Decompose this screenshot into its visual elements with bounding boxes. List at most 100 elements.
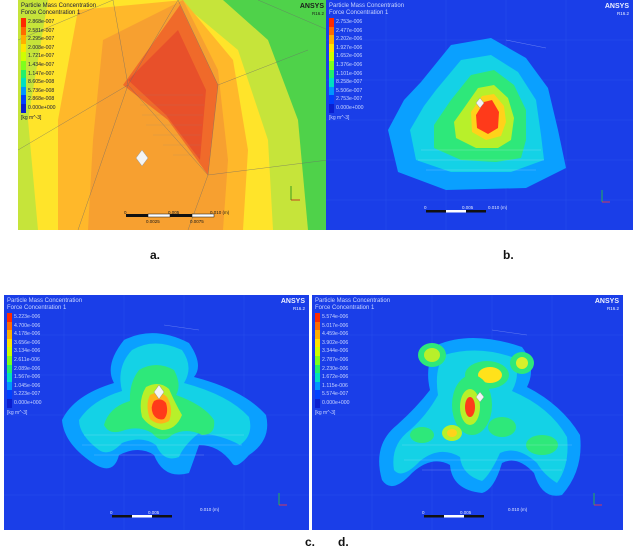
scale-label: 0.0025 <box>146 219 160 224</box>
legend-value: 2.581e-007 <box>28 27 55 34</box>
panel-b-axis-triad <box>601 190 610 203</box>
legend-value: 2.295e-007 <box>28 36 55 43</box>
legend-swatch <box>7 364 12 374</box>
legend-swatch <box>315 398 320 408</box>
scale-label: 0 <box>424 205 427 210</box>
legend-swatch <box>315 381 320 391</box>
panel-d-subtitle: Force Concentration 1 <box>315 305 375 311</box>
legend-swatch <box>329 69 334 79</box>
legend-value: 1.434e-007 <box>28 61 55 68</box>
logo-text: ANSYS <box>299 3 324 10</box>
legend-value: 1.652e-006 <box>336 53 363 60</box>
panel-c-title-block: Particle Mass Concentration Force Concen… <box>7 298 82 312</box>
legend-unit: [kg m^-3] <box>329 114 350 121</box>
legend-swatch <box>21 86 26 96</box>
panel-b-subtitle: Force Concentration 1 <box>329 10 389 16</box>
panel-c-scale-bar <box>112 515 172 518</box>
legend-value: 2.230e-006 <box>322 365 349 372</box>
ansys-logo: ANSYS R16.2 <box>300 3 324 17</box>
legend-value: 4.700e-006 <box>14 322 41 329</box>
version-label: R16.2 <box>292 306 305 311</box>
legend-swatch <box>7 390 12 399</box>
panel-d-axis-triad <box>593 493 602 506</box>
legend-swatch <box>329 52 334 61</box>
legend-value: 3.656e-006 <box>14 339 41 346</box>
legend-swatch <box>315 364 320 374</box>
ansys-logo: ANSYS R16.2 <box>595 298 619 312</box>
caption-c: c. <box>305 535 316 549</box>
panel-a-title-block: Particle Mass Concentration Force Concen… <box>21 3 96 17</box>
legend-swatch <box>7 321 12 331</box>
panel-c-contour-plot <box>4 295 309 530</box>
logo-text: ANSYS <box>280 298 305 305</box>
panel-a-legend: 2.868e-007 2.581e-007 2.295e-007 2.008e-… <box>21 18 56 122</box>
panel-a-axis-triad <box>290 186 300 201</box>
legend-swatch <box>315 355 320 365</box>
legend-swatch <box>315 330 320 339</box>
legend-swatch <box>21 35 26 44</box>
panel-a-contour-plot <box>18 0 328 230</box>
legend-value: 2.089e-006 <box>14 365 41 372</box>
panel-c-legend: 5.223e-006 4.700e-006 4.178e-006 3.656e-… <box>7 313 42 417</box>
particle-source-marker <box>475 391 485 403</box>
panel-a-title: Particle Mass Concentration <box>21 3 97 9</box>
particle-source-marker <box>135 149 149 167</box>
panel-a-subtitle: Force Concentration 1 <box>21 10 81 16</box>
panel-b-title-block: Particle Mass Concentration Force Concen… <box>329 3 404 17</box>
caption-b: b. <box>503 248 514 262</box>
panel-c-title: Particle Mass Concentration <box>7 298 83 304</box>
legend-unit: [kg m^-3] <box>315 409 336 416</box>
legend-swatch <box>7 347 12 356</box>
version-label: R16.2 <box>606 306 619 311</box>
logo-text: ANSYS <box>604 3 629 10</box>
panel-d: Particle Mass Concentration Force Concen… <box>312 295 623 530</box>
legend-value: 5.017e-006 <box>322 322 349 329</box>
panel-b-contour-plot <box>326 0 633 230</box>
panel-c-axis-triad <box>278 493 287 506</box>
caption-a: a. <box>150 248 161 262</box>
legend-value: 2.008e-007 <box>28 44 55 51</box>
scale-label: 0.005 <box>168 210 180 215</box>
legend-swatch <box>7 398 12 408</box>
panel-b: Particle Mass Concentration Force Concen… <box>326 0 633 230</box>
legend-value: 1.567e-006 <box>14 374 41 381</box>
legend-swatch <box>329 26 334 36</box>
legend-swatch <box>7 355 12 365</box>
panel-d-title: Particle Mass Concentration <box>315 298 391 304</box>
legend-swatch <box>7 313 12 322</box>
legend-value: 0.000e+000 <box>14 399 42 406</box>
scale-label: 0.005 <box>460 510 472 515</box>
legend-swatch <box>315 338 320 348</box>
legend-value: 2.753e-007 <box>336 96 363 103</box>
legend-swatch <box>21 18 26 27</box>
legend-swatch <box>315 347 320 356</box>
legend-value: 1.672e-006 <box>322 374 349 381</box>
scale-label: 0.005 <box>148 510 160 515</box>
legend-value: 5.223e-006 <box>14 314 41 320</box>
legend-value: 1.927e-006 <box>336 44 363 51</box>
legend-value: 0.000e+000 <box>28 104 56 111</box>
legend-value: 5.223e-007 <box>14 391 41 398</box>
caption-d: d. <box>338 535 349 549</box>
legend-value: 1.045e-006 <box>14 382 41 389</box>
legend-swatch <box>21 26 26 36</box>
legend-value: 2.753e-006 <box>336 19 363 25</box>
legend-value: 2.868e-007 <box>28 19 55 25</box>
legend-value: 2.477e-006 <box>336 27 363 34</box>
scale-label: 0.010 (m) <box>488 205 508 210</box>
legend-swatch <box>329 35 334 44</box>
panel-b-title: Particle Mass Concentration <box>329 3 405 9</box>
version-label: R16.2 <box>311 11 324 16</box>
legend-swatch <box>329 43 334 53</box>
legend-swatch <box>315 313 320 322</box>
legend-swatch <box>329 78 334 87</box>
legend-swatch <box>21 78 26 87</box>
legend-value: 4.178e-006 <box>14 331 41 338</box>
ansys-logo: ANSYS R16.2 <box>605 3 629 17</box>
legend-swatch <box>315 390 320 399</box>
legend-value: 4.459e-006 <box>322 331 349 338</box>
panel-a: Particle Mass Concentration Force Concen… <box>18 0 328 230</box>
legend-value: 2.611e-006 <box>14 356 40 363</box>
legend-unit: [kg m^-3] <box>21 114 42 121</box>
panel-c: Particle Mass Concentration Force Concen… <box>4 295 309 530</box>
